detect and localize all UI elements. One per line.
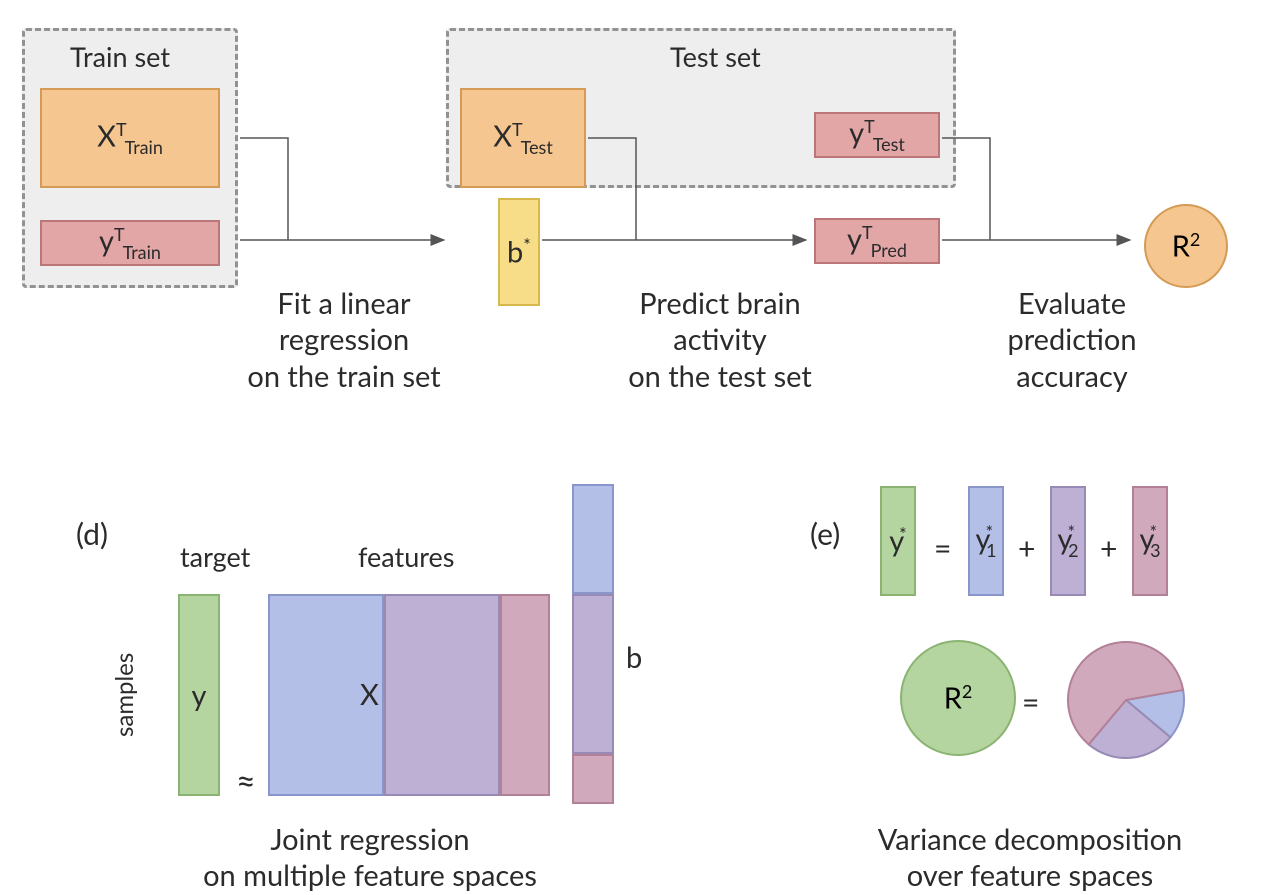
y3-box-label: y*3 (1139, 521, 1160, 560)
caption-fit: Fit a linearregressionon the train set (247, 286, 440, 395)
ystar-box: y* (880, 486, 916, 596)
x-test-box-label: XTTest (493, 118, 553, 157)
y-train-box-label: yTTrain (99, 223, 161, 262)
arrow-0 (240, 138, 444, 240)
features-label: features (358, 540, 454, 574)
y-test-box: yTTest (814, 112, 940, 158)
x-features-label: X (360, 677, 379, 712)
b-weights-segment-1 (572, 594, 614, 754)
y2-box: y*2 (1050, 486, 1086, 596)
caption-predict: Predict brainactivityon the test set (628, 286, 812, 395)
b-star-box-label: b* (507, 234, 531, 270)
x-train-box: XTTrain (40, 88, 220, 188)
x-test-box: XTTest (460, 88, 586, 188)
target-label: target (180, 540, 250, 574)
x-train-box-label: XTTrain (97, 118, 163, 157)
plus1-symbol: + (1018, 530, 1035, 568)
x-features-segment-2 (500, 594, 550, 796)
y-target-box-label: y (192, 678, 207, 713)
b-star-box: b* (498, 198, 540, 306)
panel-e-tag: (e) (810, 516, 840, 554)
samples-label: samples (110, 594, 140, 796)
approx-symbol: ≈ (236, 760, 256, 803)
eq1-symbol: = (934, 530, 951, 568)
y1-box-label: y*1 (975, 521, 996, 560)
train-set-label: Train set (70, 40, 170, 74)
caption-variance-decomp: Variance decompositionover feature space… (878, 822, 1182, 895)
b-weights-segment-2 (572, 754, 614, 804)
y-pred-box-label: yTPred (847, 221, 907, 260)
arrow-2 (942, 138, 1130, 240)
y1-box: y*1 (968, 486, 1004, 596)
b-weights-label: b (626, 640, 642, 675)
ystar-box-label: y* (889, 523, 907, 559)
b-weights-segment-0 (572, 484, 614, 594)
y-target-box: y (178, 594, 220, 796)
caption-joint-regression: Joint regressionon multiple feature spac… (203, 822, 537, 895)
x-features-segment-1 (384, 594, 500, 796)
caption-evaluate: Evaluatepredictionaccuracy (1007, 286, 1136, 395)
r2-total-circle: R2 (900, 640, 1016, 756)
r2-circle: R2 (1144, 204, 1228, 288)
plus2-symbol: + (1100, 530, 1117, 568)
y2-box-label: y*2 (1057, 521, 1078, 560)
y-train-box: yTTrain (40, 220, 220, 266)
y-test-box-label: yTTest (849, 115, 905, 154)
variance-pie (1066, 640, 1186, 760)
panel-d-tag: (d) (76, 516, 108, 554)
y-pred-box: yTPred (814, 218, 940, 264)
eq2-symbol: = (1022, 684, 1039, 722)
test-set-label: Test set (670, 40, 761, 74)
y3-box: y*3 (1132, 486, 1168, 596)
